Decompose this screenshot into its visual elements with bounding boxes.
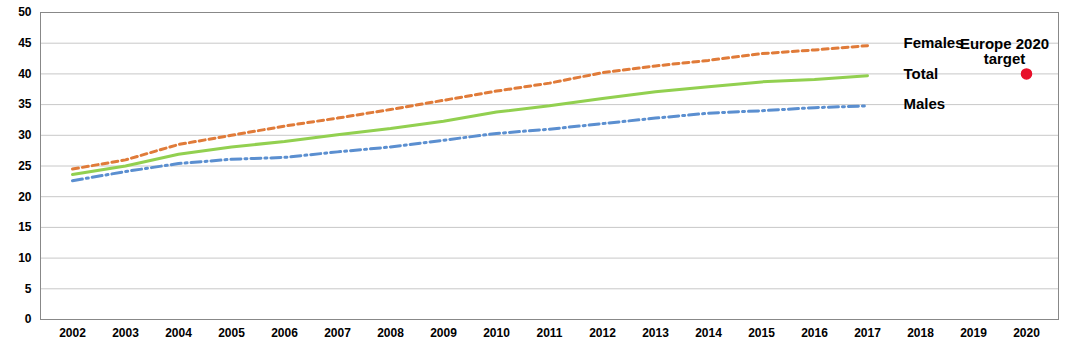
svg-text:20: 20: [18, 190, 32, 204]
svg-text:2014: 2014: [695, 326, 722, 340]
svg-text:2003: 2003: [112, 326, 139, 340]
svg-text:Europe 2020target: Europe 2020target: [960, 35, 1049, 67]
svg-text:40: 40: [18, 67, 32, 81]
svg-text:2018: 2018: [907, 326, 934, 340]
svg-text:10: 10: [18, 251, 32, 265]
svg-text:2010: 2010: [483, 326, 510, 340]
svg-text:45: 45: [18, 36, 32, 50]
svg-text:2015: 2015: [748, 326, 775, 340]
svg-text:15: 15: [18, 220, 32, 234]
svg-text:2020: 2020: [1013, 326, 1040, 340]
svg-text:35: 35: [18, 97, 32, 111]
svg-text:2013: 2013: [642, 326, 669, 340]
svg-text:2006: 2006: [271, 326, 298, 340]
svg-text:2019: 2019: [960, 326, 987, 340]
svg-text:2008: 2008: [377, 326, 404, 340]
svg-text:2002: 2002: [59, 326, 86, 340]
svg-text:25: 25: [18, 159, 32, 173]
svg-text:2017: 2017: [854, 326, 881, 340]
svg-text:50: 50: [18, 5, 32, 19]
svg-text:2009: 2009: [430, 326, 457, 340]
svg-text:Total: Total: [904, 65, 939, 82]
svg-text:2016: 2016: [801, 326, 828, 340]
svg-text:2012: 2012: [589, 326, 616, 340]
svg-text:30: 30: [18, 128, 32, 142]
svg-text:2004: 2004: [165, 326, 192, 340]
svg-text:Females: Females: [904, 34, 964, 51]
svg-text:2005: 2005: [218, 326, 245, 340]
svg-text:5: 5: [25, 282, 32, 296]
svg-text:0: 0: [25, 312, 32, 326]
svg-text:Males: Males: [904, 95, 946, 112]
svg-text:2007: 2007: [324, 326, 351, 340]
svg-text:2011: 2011: [536, 326, 562, 340]
